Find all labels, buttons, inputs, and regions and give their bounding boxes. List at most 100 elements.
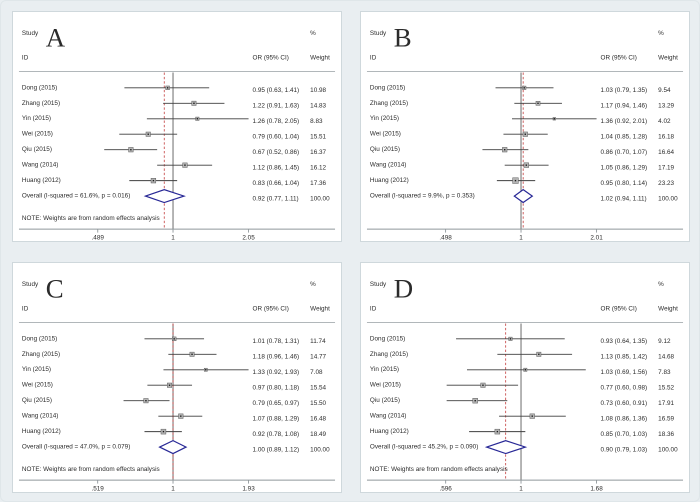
col-header-study: Study xyxy=(22,281,39,288)
col-header-weight: Weight xyxy=(658,55,678,62)
study-row-label: Yin (2015) xyxy=(370,115,399,122)
effect-marker-core xyxy=(180,415,182,417)
overall-weight-value: 100.00 xyxy=(310,195,330,202)
study-row-label: Zhang (2015) xyxy=(22,100,60,107)
study-row-label: Wang (2014) xyxy=(370,413,406,420)
or-value: 1.03 (0.69, 1.56) xyxy=(601,369,648,376)
study-row-label: Yin (2015) xyxy=(22,366,51,373)
overall-weight-value: 100.00 xyxy=(658,195,678,202)
study-row-label: Zhang (2015) xyxy=(370,351,408,358)
overall-or-value: 1.02 (0.94, 1.11) xyxy=(601,195,647,202)
forest-plot-b: Study B % ID OR (95% CI) Weight Dong (2015) 1.0… xyxy=(366,23,684,241)
effect-marker-core xyxy=(162,430,165,433)
panel-letter: D xyxy=(394,274,413,304)
effect-marker-core xyxy=(166,87,169,89)
study-row-label: Qiu (2015) xyxy=(370,397,400,404)
study-row-label: Huang (2012) xyxy=(370,428,409,435)
effect-marker-core xyxy=(196,118,199,120)
effect-marker-core xyxy=(173,338,175,340)
weight-value: 8.83 xyxy=(310,118,323,125)
axis-tick-label: .489 xyxy=(92,235,105,241)
study-row-label: Qiu (2015) xyxy=(22,397,52,404)
overall-label: Overall (I-squared = 45.2%, p = 0.090) xyxy=(370,444,478,451)
effect-marker-core xyxy=(514,179,517,182)
effect-marker-core xyxy=(474,400,476,402)
or-value: 1.08 (0.86, 1.36) xyxy=(601,415,648,422)
col-header-weight: Weight xyxy=(310,55,330,62)
panel-b: Study B% ID OR (95% CI) Weight Dong (2015) 1.0… xyxy=(360,11,690,242)
overall-label: Overall (I-squared = 47.0%, p = 0.079) xyxy=(22,444,130,451)
effect-marker-core xyxy=(168,384,171,386)
overall-diamond xyxy=(484,440,528,455)
axis-tick-label: .519 xyxy=(91,486,104,492)
forest-plot-d: Study D % ID OR (95% CI) Weight Dong (2015) 0.9… xyxy=(366,274,684,492)
effect-marker-core xyxy=(191,353,193,355)
col-header-study: Study xyxy=(370,281,387,288)
effect-marker-core xyxy=(523,87,525,89)
panel-letter: B xyxy=(394,23,412,53)
or-value: 0.67 (0.52, 0.86) xyxy=(253,149,300,156)
col-header-weight: Weight xyxy=(658,306,678,313)
col-header-or: OR (95% CI) xyxy=(601,306,637,313)
axis-tick-label: 1 xyxy=(519,235,523,241)
overall-weight-value: 100.00 xyxy=(658,446,678,453)
axis-tick-label: .596 xyxy=(439,486,452,492)
or-value: 0.73 (0.60, 0.91) xyxy=(601,400,648,407)
col-header-percent: % xyxy=(658,281,664,288)
or-value: 0.95 (0.63, 1.41) xyxy=(253,87,300,94)
weight-value: 16.48 xyxy=(310,415,326,422)
study-row-label: Huang (2012) xyxy=(22,177,61,184)
weight-value: 15.52 xyxy=(658,384,674,391)
weight-value: 16.37 xyxy=(310,149,326,156)
col-header-percent: % xyxy=(658,30,664,37)
or-value: 0.79 (0.60, 1.04) xyxy=(253,133,300,140)
overall-diamond xyxy=(513,188,534,204)
or-value: 1.33 (0.92, 1.93) xyxy=(253,369,300,376)
study-row-label: Qiu (2015) xyxy=(370,146,400,153)
note-text: NOTE: Weights are from random effects an… xyxy=(370,466,508,473)
weight-value: 18.36 xyxy=(658,431,674,438)
effect-marker-core xyxy=(537,102,539,104)
weight-value: 14.77 xyxy=(310,353,326,360)
effect-marker-core xyxy=(205,369,207,371)
effect-marker-core xyxy=(504,149,506,151)
panel-letter: C xyxy=(46,274,64,304)
col-header-id: ID xyxy=(22,55,29,62)
overall-label: Overall (I-squared = 9.9%, p = 0.353) xyxy=(370,193,475,200)
study-row-label: Huang (2012) xyxy=(370,177,409,184)
study-row-label: Wei (2015) xyxy=(22,131,53,138)
or-value: 0.97 (0.80, 1.18) xyxy=(253,384,300,391)
effect-marker-core xyxy=(193,102,195,104)
axis-tick-label: 1 xyxy=(171,486,175,492)
axis-tick-label: 1 xyxy=(171,235,175,241)
study-row-label: Dong (2015) xyxy=(370,335,405,342)
panel-a: Study A% ID OR (95% CI) Weight Dong (2015) 0.9… xyxy=(12,11,342,242)
study-row-label: Huang (2012) xyxy=(22,428,61,435)
effect-marker-core xyxy=(524,133,526,135)
col-header-or: OR (95% CI) xyxy=(253,55,289,62)
effect-marker-core xyxy=(525,164,527,166)
col-header-weight: Weight xyxy=(310,306,330,313)
overall-weight-value: 100.00 xyxy=(310,446,330,453)
study-row-label: Zhang (2015) xyxy=(22,351,60,358)
study-row-label: Dong (2015) xyxy=(22,84,57,91)
panel-c: Study C% ID OR (95% CI) Weight Dong (2015) 1.0… xyxy=(12,262,342,493)
weight-value: 17.36 xyxy=(310,180,326,187)
effect-marker-core xyxy=(147,133,149,135)
weight-value: 15.50 xyxy=(310,400,326,407)
effect-marker-core xyxy=(553,118,555,120)
note-text: NOTE: Weights are from random effects an… xyxy=(22,215,160,222)
study-row-label: Yin (2015) xyxy=(22,115,51,122)
or-value: 0.86 (0.70, 1.07) xyxy=(601,149,648,156)
weight-value: 4.02 xyxy=(658,118,671,125)
or-value: 1.18 (0.96, 1.46) xyxy=(253,353,300,360)
panel-d: Study D% ID OR (95% CI) Weight Dong (2015) 0.9… xyxy=(360,262,690,493)
col-header-id: ID xyxy=(370,306,377,313)
or-value: 1.12 (0.86, 1.45) xyxy=(253,164,300,171)
weight-value: 18.49 xyxy=(310,431,326,438)
forest-plot-a: Study A % ID OR (95% CI) Weight Dong (2015) 0.9… xyxy=(18,23,336,241)
weight-value: 16.18 xyxy=(658,133,674,140)
overall-label: Overall (I-squared = 61.6%, p = 0.016) xyxy=(22,193,130,200)
or-value: 1.07 (0.88, 1.29) xyxy=(253,415,300,422)
